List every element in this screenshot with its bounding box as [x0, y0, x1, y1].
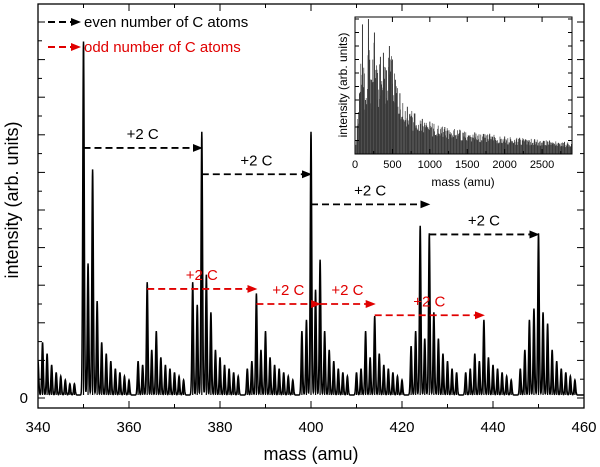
- x-tick-label: 360: [116, 419, 141, 436]
- plus-2c-label: +2 C: [354, 182, 386, 199]
- legend-even-label: even number of C atoms: [84, 14, 248, 31]
- plus-2c-label: +2 C: [127, 126, 159, 143]
- x-axis-title: mass (amu): [263, 444, 358, 464]
- legend: even number of C atoms odd number of C a…: [48, 14, 248, 56]
- x-tick-label: 400: [298, 419, 323, 436]
- inset-chart: 0 500 1000 1500 2000 2500 mass (amu) intensit…: [336, 16, 573, 189]
- inset-x-axis-title: mass (amu): [431, 175, 494, 189]
- x-tick-label: 460: [571, 419, 596, 436]
- x-tick-label: 440: [480, 419, 505, 436]
- x-tick-label: 340: [25, 419, 50, 436]
- spectrum-line: [38, 41, 584, 396]
- inset-axis-ticks: [354, 17, 572, 154]
- plus-2c-annotations: +2 C +2 C +2 C +2 C +2 C +2 C +2 C +2 C: [83, 126, 540, 320]
- plus-2c-label: +2 C: [468, 212, 500, 229]
- inset-x-tick-label: 2000: [492, 159, 516, 171]
- x-tick-label: 380: [207, 419, 232, 436]
- plus-2c-label: +2 C: [331, 282, 363, 299]
- legend-odd-label: odd number of C atoms: [84, 39, 241, 56]
- spectrum-peaks: [38, 44, 576, 395]
- x-tick-label: 420: [389, 419, 414, 436]
- main-x-tick-labels: 340 360 380 400 420 440 460: [25, 419, 596, 436]
- inset-x-tick-label: 500: [383, 159, 401, 171]
- plus-2c-label: +2 C: [186, 267, 218, 284]
- inset-x-tick-label: 2500: [530, 159, 554, 171]
- inset-x-tick-labels: 0 500 1000 1500 2000 2500: [352, 159, 554, 171]
- y-tick-label: 0: [20, 390, 28, 407]
- plus-2c-label: +2 C: [413, 293, 445, 310]
- main-axis-ticks: [37, 4, 585, 408]
- plus-2c-label: +2 C: [272, 282, 304, 299]
- main-y-tick-labels: 0: [20, 390, 28, 407]
- inset-y-axis-title: intensity (arb. units): [336, 33, 350, 138]
- plus-2c-label: +2 C: [240, 152, 272, 169]
- inset-x-tick-label: 0: [352, 159, 358, 171]
- y-axis-title: intensity (arb. units): [2, 121, 22, 278]
- inset-x-tick-label: 1000: [418, 159, 442, 171]
- inset-x-tick-label: 1500: [455, 159, 479, 171]
